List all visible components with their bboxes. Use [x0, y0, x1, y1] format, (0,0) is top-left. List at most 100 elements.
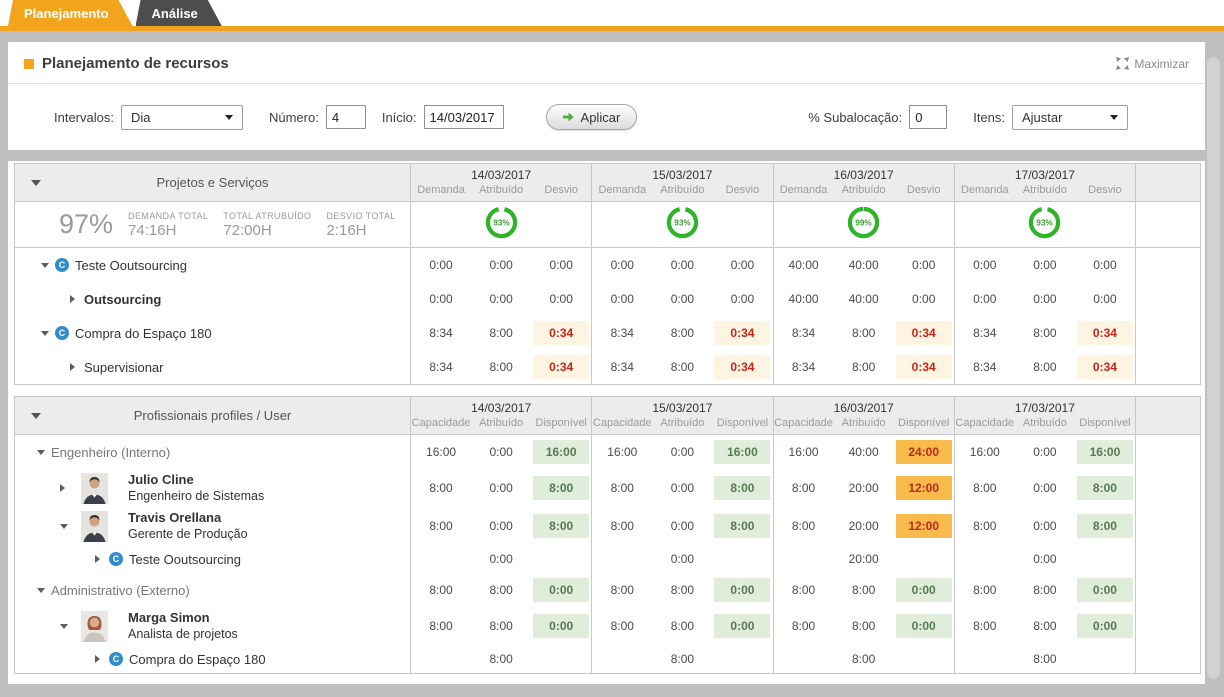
row-name-cell[interactable]: C Teste Ooutsourcing	[15, 248, 411, 282]
apply-button[interactable]: Aplicar	[546, 104, 638, 130]
intervals-label: Intervalos:	[54, 110, 114, 125]
collapse-arrow-icon[interactable]	[41, 263, 55, 268]
row-name-cell[interactable]: Julio ClineEngenheiro de Sistemas	[15, 469, 411, 507]
person-name-block: Julio ClineEngenheiro de Sistemas	[128, 472, 264, 504]
row-name-cell[interactable]: Travis OrellanaGerente de Produção	[15, 507, 411, 545]
triangle-glyph	[60, 524, 68, 529]
date-label: 15/03/2017	[592, 401, 772, 416]
start-date-input[interactable]	[424, 105, 504, 129]
row-name-cell[interactable]: Supervisionar	[15, 350, 411, 384]
date-cells-group: 20:00	[774, 545, 955, 573]
page-title: Planejamento de recursos	[42, 55, 229, 72]
expand-arrow-icon[interactable]	[95, 555, 109, 563]
collapse-arrow-icon[interactable]	[60, 624, 74, 629]
row-name-cell[interactable]: Outsourcing	[15, 282, 411, 316]
suballocation-input[interactable]	[909, 105, 947, 129]
collapse-arrow-icon[interactable]	[41, 331, 55, 336]
subcolumn-label: Disponível	[712, 416, 772, 430]
tab-bar: Planejamento Análise	[0, 0, 1224, 26]
svg-text:93%: 93%	[493, 218, 510, 227]
row-name: Teste Ooutsourcing	[75, 258, 187, 273]
value-cell: 0:00	[1015, 445, 1075, 459]
date-cells-group: 8:348:000:34	[955, 316, 1136, 350]
row-name-cell[interactable]: CCompra do Espaço 180	[15, 316, 411, 350]
row-name-cell[interactable]: Marga SimonAnalista de projetos	[15, 607, 411, 645]
row-name-cell[interactable]: CCompra do Espaço 180	[15, 645, 411, 673]
expand-arrow-icon[interactable]	[60, 484, 74, 492]
available-value: 0:00	[714, 578, 770, 602]
value-cell: 0:00	[894, 614, 954, 638]
intervals-select[interactable]: Dia	[121, 105, 243, 130]
expand-arrow-icon[interactable]	[95, 655, 109, 663]
items-select[interactable]: Ajustar	[1012, 105, 1128, 130]
expand-arrow-icon[interactable]	[70, 295, 84, 303]
value-cell: 0:00	[531, 578, 591, 602]
summary-item-label: TOTAL ATRUBUÍDO	[223, 211, 311, 222]
collapse-arrow-icon[interactable]	[37, 588, 51, 593]
project-c-icon: C	[55, 258, 69, 272]
value-cell: 0:00	[1075, 578, 1135, 602]
allocation-ring-cell: 93%	[411, 202, 592, 247]
empty-column	[1136, 397, 1200, 434]
header-panel: Planejamento de recursos Maximizar Inter…	[8, 42, 1205, 150]
row-name-cell[interactable]: CTeste Ooutsourcing	[15, 545, 411, 573]
value-cell: 0:00	[955, 258, 1015, 272]
date-column-header: 15/03/2017DemandaAtribuídoDesvio	[592, 164, 773, 201]
row-name: Compra do Espaço 180	[75, 326, 212, 341]
value-cell: 16:00	[592, 445, 652, 459]
svg-text:99%: 99%	[855, 218, 872, 227]
expand-arrow-icon[interactable]	[70, 363, 84, 371]
person-role: Analista de projetos	[128, 626, 238, 642]
overallocated-value: 12:00	[896, 514, 952, 538]
subcolumn-label: Disponível	[894, 416, 954, 430]
available-value: 8:00	[714, 476, 770, 500]
row-name-cell[interactable]: Engenheiro (Interno)	[15, 435, 411, 469]
project-c-icon: C	[109, 552, 123, 566]
value-cell: 0:00	[652, 292, 712, 306]
subcolumn-label: Atribuído	[1015, 416, 1075, 430]
subcolumn-label: Desvio	[1075, 183, 1135, 197]
summary-item: TOTAL ATRUBUÍDO72:00H	[223, 211, 311, 239]
value-cell: 0:00	[1075, 614, 1135, 638]
value-cell: 16:00	[531, 440, 591, 464]
row-name-cell[interactable]: Administrativo (Externo)	[15, 573, 411, 607]
value-cell: 8:00	[471, 360, 531, 374]
empty-column	[1136, 164, 1200, 201]
value-cell: 8:00	[774, 519, 834, 533]
date-column-header: 16/03/2017DemandaAtribuídoDesvio	[774, 164, 955, 201]
value-cell: 8:34	[774, 360, 834, 374]
value-cell: 8:00	[1015, 583, 1075, 597]
collapse-arrow-icon[interactable]	[60, 524, 74, 529]
avatar	[81, 511, 108, 542]
value-cell: 8:00	[411, 619, 471, 633]
value-cell: 16:00	[955, 445, 1015, 459]
subcolumn-label: Atribuído	[1015, 183, 1075, 197]
subcolumn-label: Desvio	[531, 183, 591, 197]
value-cell: 0:00	[471, 481, 531, 495]
table-row-teste-ooutsourcing: CTeste Ooutsourcing0:000:0020:000:00	[15, 545, 1200, 573]
value-cell: 8:00	[471, 583, 531, 597]
date-cells-group: 8:008:000:00	[592, 573, 773, 607]
row-name: Supervisionar	[84, 360, 164, 375]
subcolumn-label: Capacidade	[774, 416, 834, 430]
date-column-header: 14/03/2017CapacidadeAtribuídoDisponível	[411, 397, 592, 434]
value-cell: 0:00	[652, 258, 712, 272]
allocation-ring: 93%	[1028, 206, 1061, 244]
collapse-arrow-icon[interactable]	[37, 450, 51, 455]
value-cell: 8:00	[774, 619, 834, 633]
maximize-button[interactable]: Maximizar	[1116, 57, 1189, 71]
vertical-scrollbar[interactable]	[1207, 57, 1220, 679]
number-input[interactable]	[326, 105, 366, 129]
empty-column	[1136, 435, 1200, 469]
empty-column	[1136, 282, 1200, 316]
deviation-value: 0:34	[533, 321, 589, 345]
date-cells-group: 8:348:000:34	[592, 350, 773, 384]
tab-analise[interactable]: Análise	[136, 0, 222, 26]
collapse-all-arrow[interactable]	[31, 413, 45, 419]
table-header-row: Profissionais profiles / User14/03/2017C…	[15, 397, 1200, 435]
tab-planejamento[interactable]: Planejamento	[8, 0, 133, 26]
table-row-outsourcing: Outsourcing0:000:000:000:000:000:0040:00…	[15, 282, 1200, 316]
allocation-ring: 93%	[485, 206, 518, 244]
value-cell: 8:00	[592, 619, 652, 633]
collapse-all-arrow[interactable]	[31, 180, 45, 186]
